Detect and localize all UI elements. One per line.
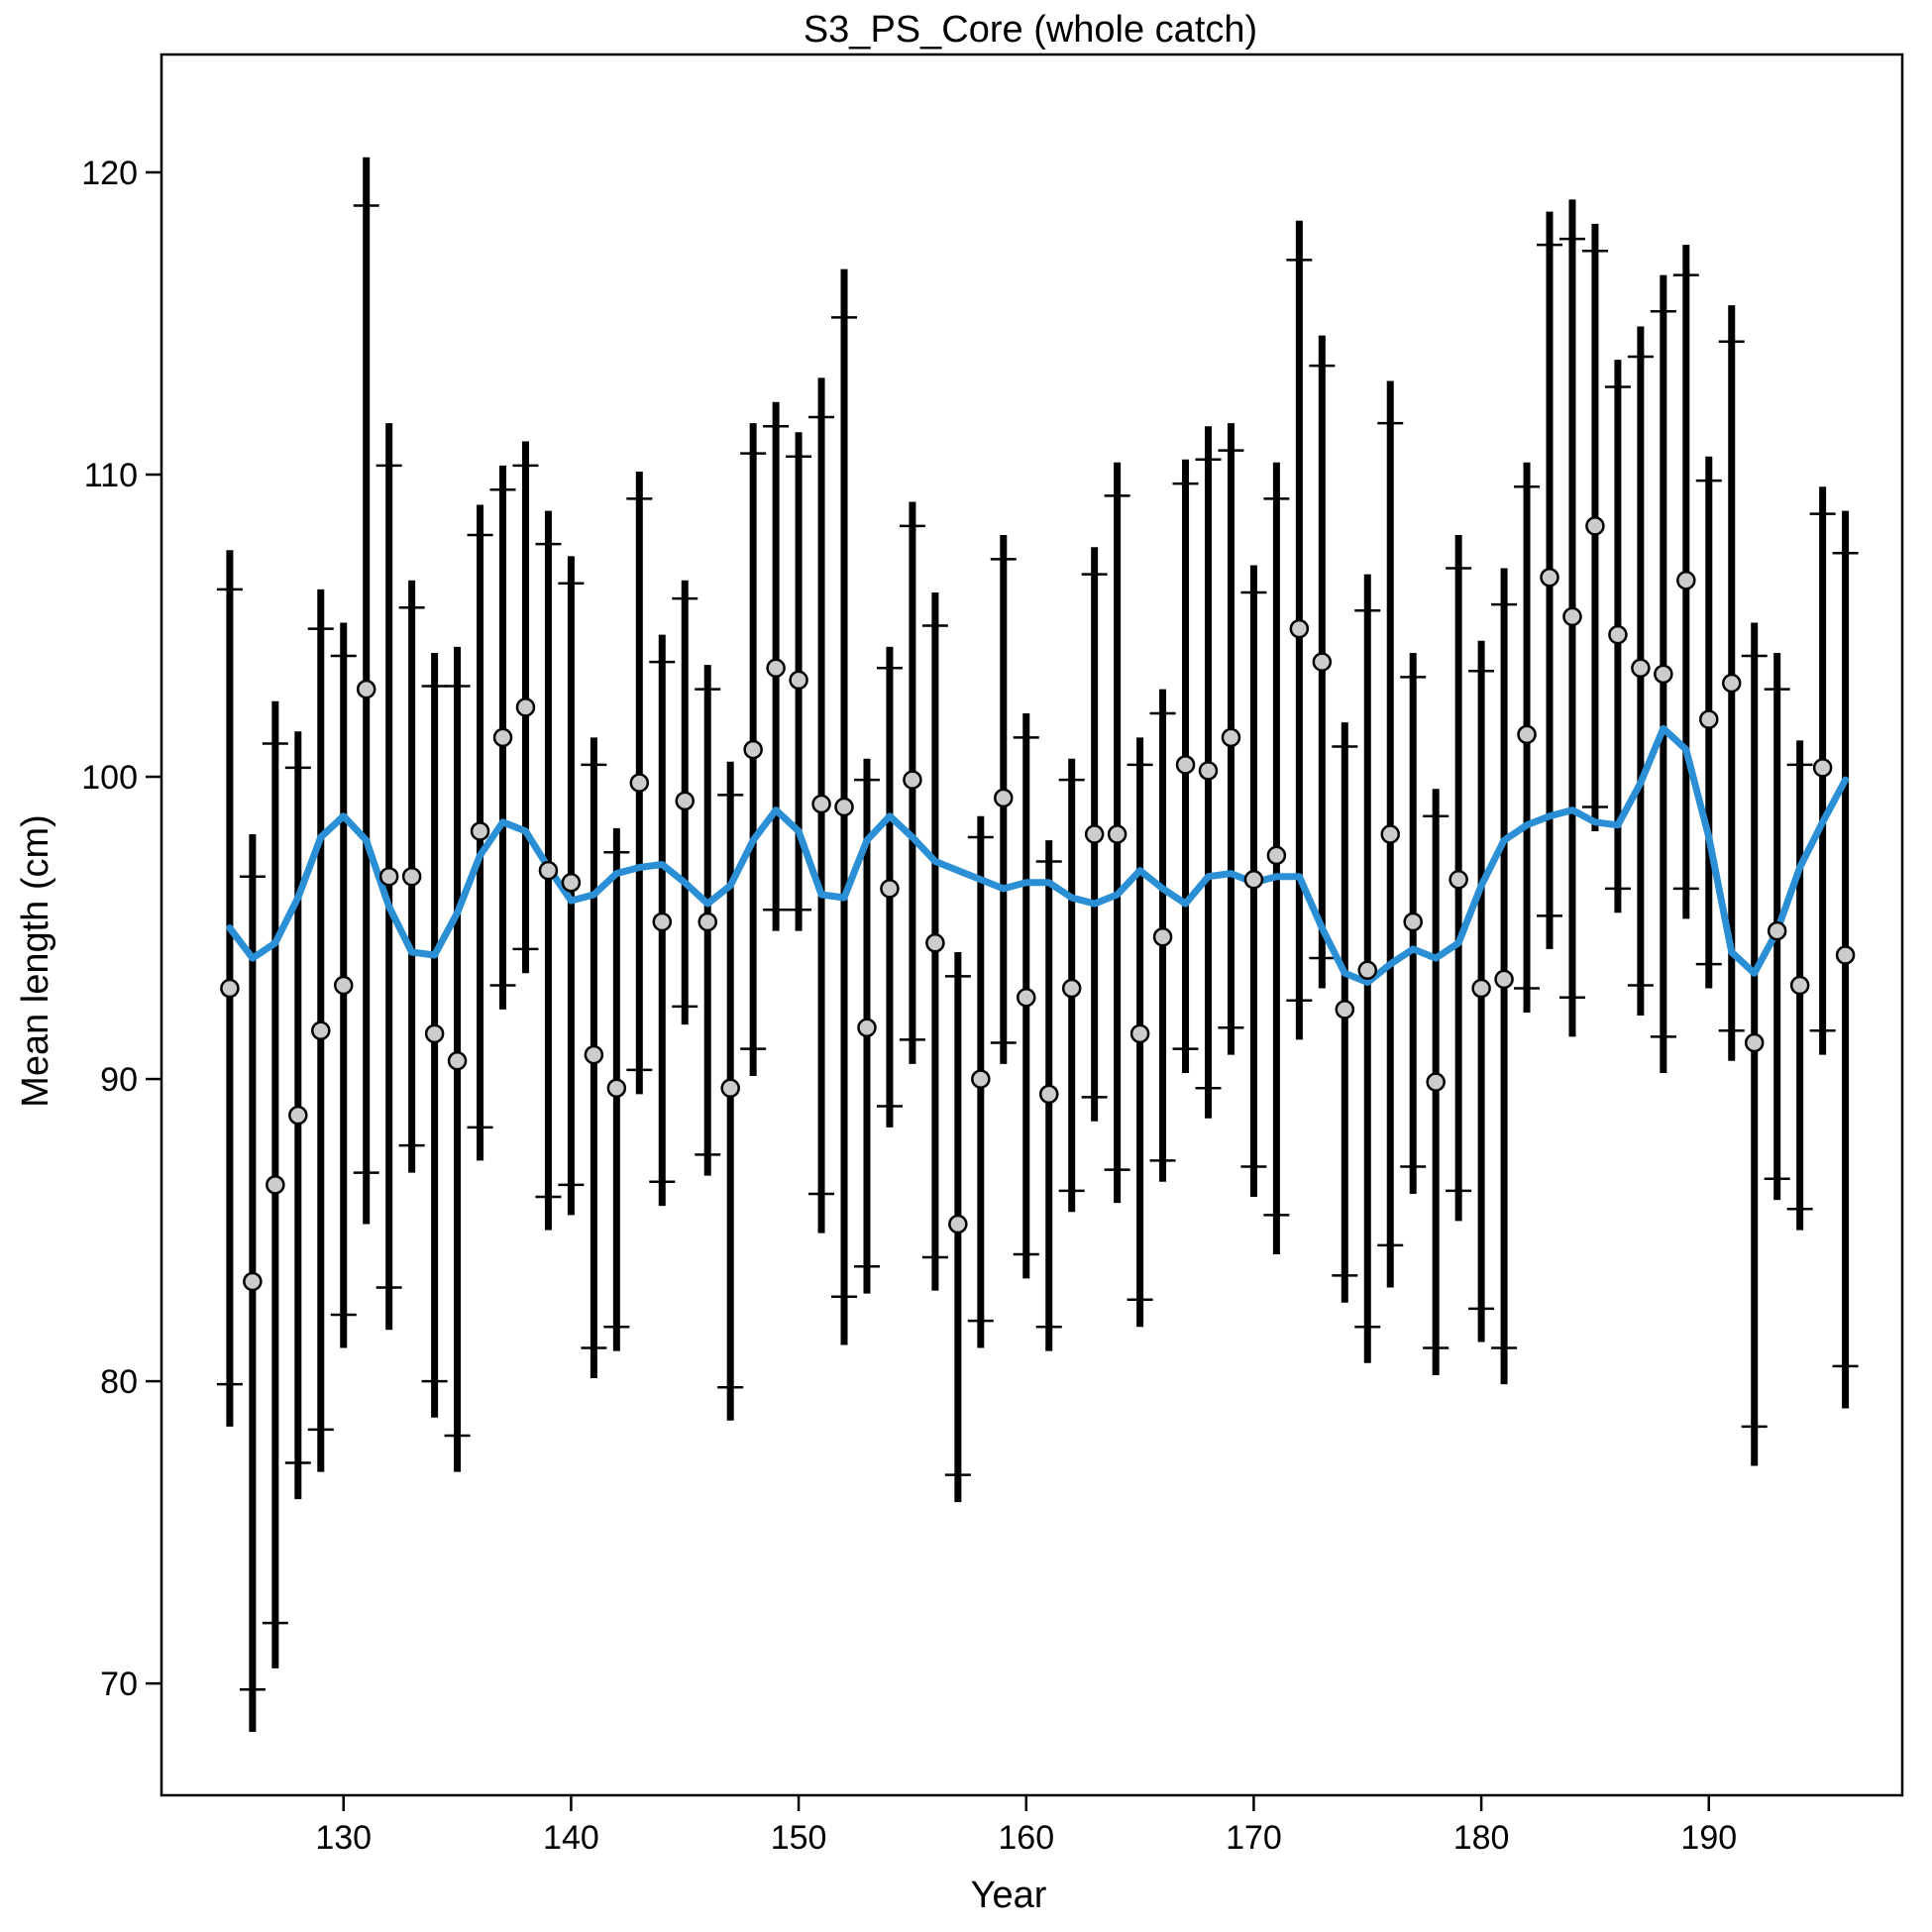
observed-point xyxy=(1289,618,1310,639)
y-axis: 70 80 90 100 110 120 xyxy=(81,155,161,1703)
x-axis-title: Year xyxy=(971,1875,1047,1916)
observed-point xyxy=(1129,1023,1150,1044)
observed-point xyxy=(1631,658,1651,678)
observed-point xyxy=(766,658,786,678)
chart-title: S3_PS_Core (whole catch) xyxy=(804,9,1257,51)
observed-point xyxy=(720,1078,740,1098)
observed-point xyxy=(1449,869,1468,890)
observed-point xyxy=(378,866,399,887)
y-tick-label: 90 xyxy=(100,1061,138,1099)
x-tick-label: 140 xyxy=(543,1819,599,1857)
observed-point xyxy=(1517,724,1537,745)
observed-point xyxy=(606,1078,627,1098)
observed-point xyxy=(515,698,536,717)
observed-point xyxy=(1243,869,1264,890)
x-axis: 130 140 150 160 170 180 190 xyxy=(315,1795,1737,1857)
y-tick-label: 80 xyxy=(100,1363,138,1401)
observed-point xyxy=(1471,978,1491,999)
x-tick-label: 190 xyxy=(1680,1819,1737,1857)
observed-point xyxy=(925,933,945,953)
observed-point xyxy=(1380,824,1400,844)
x-tick-label: 180 xyxy=(1453,1819,1510,1857)
observed-point xyxy=(948,1214,968,1234)
observed-point xyxy=(243,1271,263,1292)
observed-point xyxy=(1585,516,1605,536)
observed-point xyxy=(584,1044,604,1065)
y-tick-label: 100 xyxy=(81,759,138,797)
observed-point xyxy=(1357,960,1378,981)
observed-point xyxy=(333,975,354,996)
observed-point xyxy=(1061,978,1082,999)
observed-point xyxy=(1540,567,1559,588)
observed-point xyxy=(1152,926,1173,947)
observed-point xyxy=(1562,606,1582,627)
observed-points xyxy=(220,516,1856,1292)
observed-point xyxy=(880,879,900,899)
observed-point xyxy=(629,773,650,793)
observed-point xyxy=(1608,624,1628,645)
observed-point xyxy=(1175,755,1196,775)
observed-point xyxy=(1699,709,1719,729)
observed-point xyxy=(1312,652,1333,672)
observed-point xyxy=(1038,1084,1059,1105)
observed-point xyxy=(1198,761,1219,781)
observed-point xyxy=(698,912,717,932)
observed-point xyxy=(470,821,490,841)
y-tick-label: 120 xyxy=(81,155,138,192)
observed-point xyxy=(994,788,1014,808)
observed-point xyxy=(1107,824,1127,844)
observed-point xyxy=(492,727,513,748)
observed-point xyxy=(1017,987,1036,1008)
observed-point xyxy=(1084,824,1105,844)
observed-point xyxy=(1835,945,1856,965)
observed-point xyxy=(220,978,240,999)
confidence-intervals xyxy=(216,157,1859,1732)
x-tick-label: 150 xyxy=(771,1819,827,1857)
observed-point xyxy=(903,770,922,790)
observed-point xyxy=(971,1069,991,1089)
observed-point xyxy=(743,739,763,760)
observed-point xyxy=(288,1105,308,1126)
observed-point xyxy=(1721,673,1742,694)
observed-point xyxy=(652,912,673,932)
observed-point xyxy=(1221,727,1241,748)
expected-series xyxy=(226,724,1850,986)
x-tick-label: 160 xyxy=(998,1819,1054,1857)
observed-point xyxy=(561,873,582,893)
observed-point xyxy=(1767,920,1787,941)
y-tick-label: 110 xyxy=(84,457,138,494)
observed-point xyxy=(266,1175,285,1195)
observed-point xyxy=(811,794,831,814)
observed-point xyxy=(1744,1032,1765,1053)
observed-point xyxy=(1335,1000,1355,1020)
y-axis-title: Mean length (cm) xyxy=(15,814,56,1108)
expected-line xyxy=(226,724,1850,986)
observed-point xyxy=(1789,975,1810,996)
y-tick-label: 70 xyxy=(100,1665,138,1703)
observed-point xyxy=(1654,664,1673,685)
observed-point xyxy=(538,860,559,881)
observed-point xyxy=(789,670,808,691)
observed-point xyxy=(1494,969,1514,990)
observed-point xyxy=(675,791,695,811)
observed-point xyxy=(1266,845,1287,866)
observed-point xyxy=(1676,571,1696,590)
observed-point xyxy=(356,679,376,699)
x-tick-label: 130 xyxy=(315,1819,372,1857)
observed-point xyxy=(1426,1072,1446,1092)
observed-point xyxy=(424,1023,445,1044)
plot-frame xyxy=(160,53,1904,1797)
observed-point xyxy=(1812,758,1833,778)
observed-point xyxy=(311,1020,331,1041)
x-tick-label: 170 xyxy=(1226,1819,1282,1857)
observed-point xyxy=(1403,912,1423,932)
observed-point xyxy=(857,1018,877,1037)
observed-point xyxy=(834,797,854,817)
observed-point xyxy=(447,1051,468,1071)
observed-point xyxy=(401,866,422,887)
